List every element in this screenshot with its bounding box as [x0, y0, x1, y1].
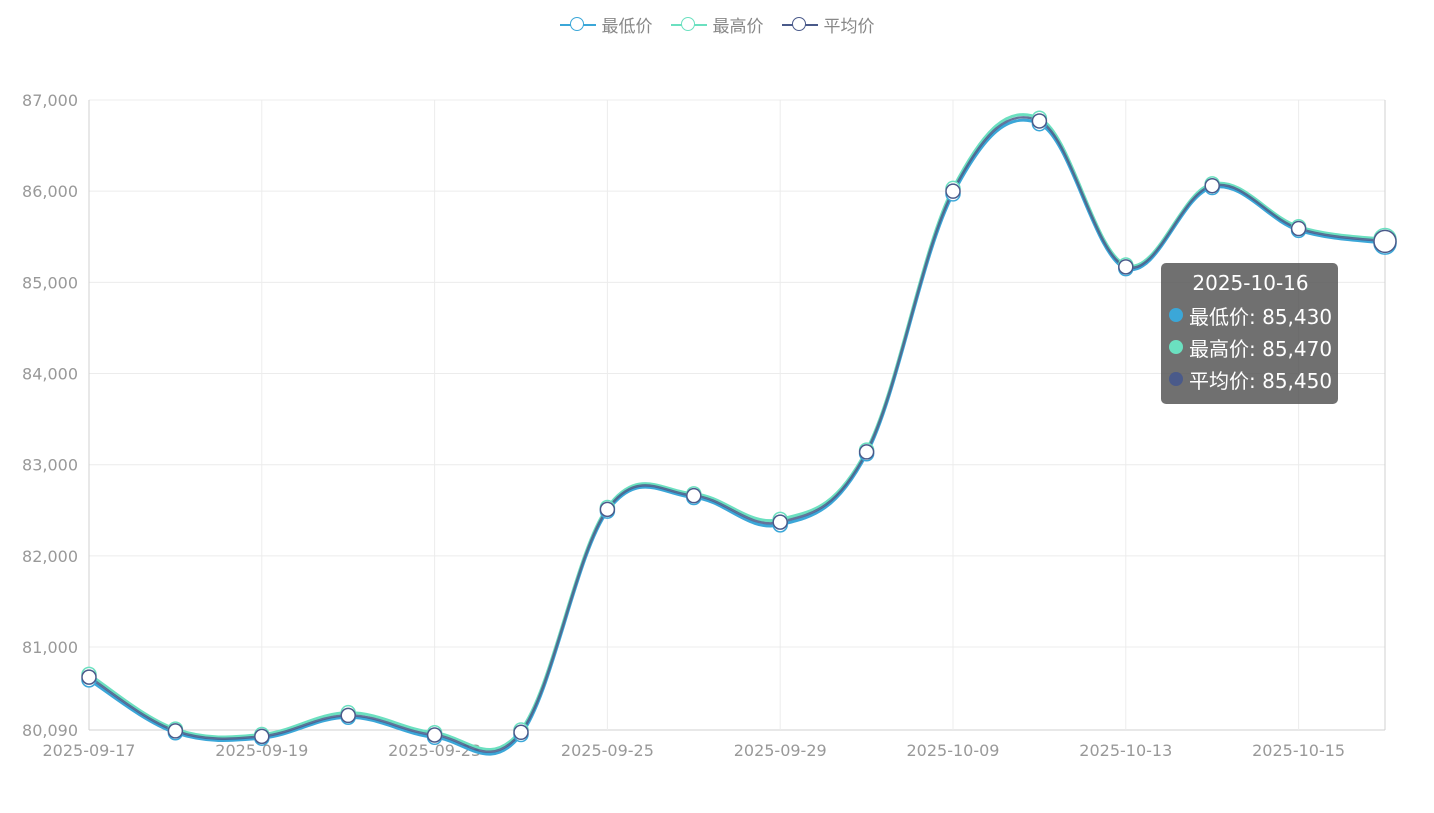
tooltip-avg-text: 平均价: 85,450	[1189, 368, 1333, 393]
legend: 最低价 最高价 平均价	[0, 12, 1434, 37]
y-tick-label: 84,000	[22, 365, 78, 384]
tooltip-avg-dot-icon	[1169, 372, 1183, 386]
legend-low-icon	[559, 15, 596, 35]
series-avg-point	[1031, 113, 1048, 129]
x-tick-label: 2025-10-15	[1252, 741, 1345, 760]
tooltip: 2025-10-16 最低价: 85,430 最高价: 85,470 平均价: …	[1161, 263, 1338, 404]
series-avg-point	[81, 669, 97, 685]
legend-low-label: 最低价	[601, 17, 653, 37]
y-tick-label: 80,090	[22, 721, 78, 740]
legend-item-avg[interactable]: 平均价	[781, 12, 875, 37]
y-tick-label: 83,000	[22, 456, 78, 475]
x-tick-label: 2025-09-29	[734, 741, 827, 760]
x-tick-label: 2025-09-25	[561, 741, 654, 760]
tooltip-low-dot-icon	[1169, 308, 1183, 322]
series-avg-point	[772, 514, 788, 530]
x-tick-label: 2025-09-17	[43, 741, 136, 760]
y-tick-label: 86,000	[22, 182, 78, 201]
tooltip-low-text: 最低价: 85,430	[1189, 304, 1333, 329]
legend-item-high[interactable]: 最高价	[670, 12, 764, 37]
series-avg-point	[1373, 229, 1397, 254]
y-tick-label: 87,000	[22, 91, 78, 110]
series-avg-point	[1290, 220, 1307, 237]
y-tick-label: 85,000	[22, 273, 78, 292]
tooltip-high-text: 最高价: 85,470	[1189, 336, 1333, 361]
tooltip-row-avg: 平均价: 85,450	[1169, 363, 1332, 395]
y-tick-label: 81,000	[22, 638, 78, 657]
series-high-line	[88, 113, 1386, 751]
series-avg-point	[340, 707, 356, 724]
series-low-line	[88, 118, 1386, 756]
series-avg-point	[426, 727, 443, 743]
legend-avg-label: 平均价	[823, 17, 875, 37]
series-avg-point	[945, 183, 961, 199]
series-avg-point	[599, 501, 616, 518]
legend-avg-icon	[781, 15, 818, 35]
series-avg-point	[1204, 177, 1220, 194]
series-avg-point	[1118, 259, 1134, 275]
series-avg-point	[167, 723, 184, 739]
x-tick-label: 2025-10-13	[1079, 741, 1172, 760]
x-tick-label: 2025-09-19	[215, 741, 308, 760]
legend-high-label: 最高价	[712, 17, 764, 37]
tooltip-title: 2025-10-16	[1192, 271, 1309, 295]
series-avg-line	[88, 116, 1386, 753]
legend-item-low[interactable]: 最低价	[559, 12, 653, 37]
tooltip-row-low: 最低价: 85,430	[1169, 299, 1332, 331]
y-tick-label: 82,000	[22, 547, 78, 566]
series-avg-point	[858, 444, 875, 460]
legend-high-icon	[670, 15, 707, 35]
series-avg-point	[686, 487, 702, 504]
tooltip-high-dot-icon	[1169, 340, 1183, 354]
x-tick-label: 2025-10-09	[907, 741, 1000, 760]
tooltip-row-high: 最高价: 85,470	[1169, 331, 1332, 363]
series-avg-point	[513, 724, 529, 741]
series-avg-point	[254, 728, 270, 745]
